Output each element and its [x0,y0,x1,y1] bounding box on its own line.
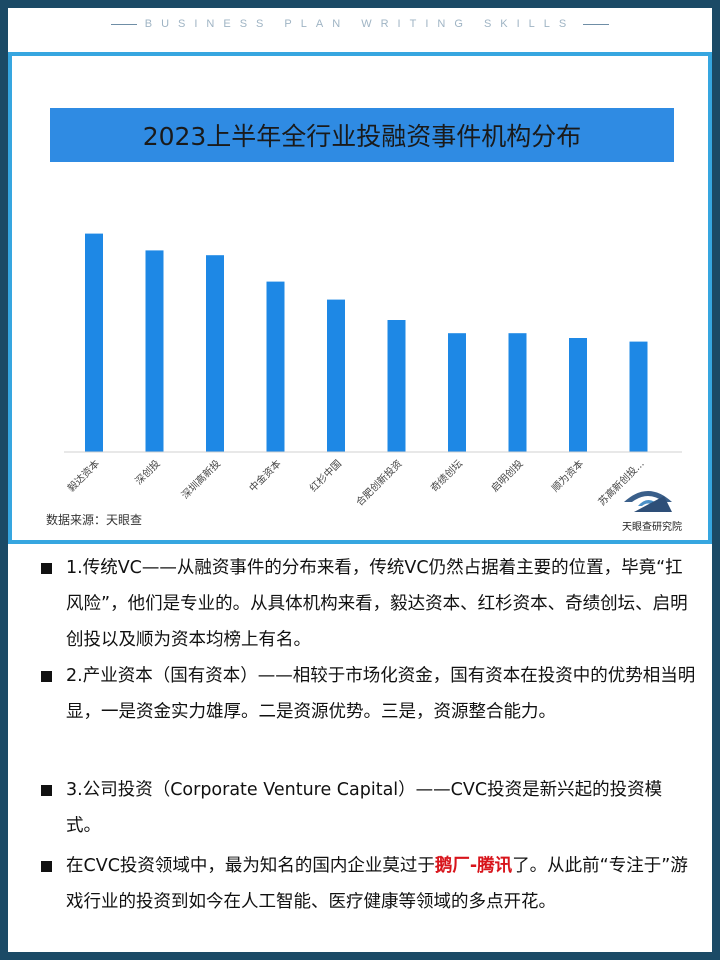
x-tick-label: 合肥创新投资 [353,457,405,509]
header-text: BUSINESS PLAN WRITING SKILLS [144,18,576,30]
bullet-text: 2.产业资本（国有资本）——相较于市场化资金，国有资本在投资中的优势相当明显，一… [66,666,696,722]
bullet-text-before: 在CVC投资领域中，最为知名的国内企业莫过于 [66,856,435,876]
x-tick-label: 苏高新创投... [595,457,646,508]
bullet-square-icon [41,563,52,574]
bullet-text: 1.传统VC——从融资事件的分布来看，传统VC仍然占据着主要的位置，毕竟“扛风险… [66,558,688,650]
header-line-left [110,23,137,25]
watermark-logo: 天眼查研究院 [622,491,682,533]
x-tick-label: 奇绩创坛 [428,457,465,494]
x-tick-label: 启明创投 [488,457,525,494]
bullet-text-after: 了。从此前“专注于”游戏行业的投资到如今在人工智能、医疗健康等领域的多点开花。 [66,856,688,912]
watermark-text: 天眼查研究院 [622,520,682,533]
bar-chart: 2023上半年全行业投融资事件机构分布 毅达资本 深创投 深圳高新投 中金资本 红杉中国… [46,108,682,533]
bar [327,299,345,452]
x-tick-label: 深圳高新投 [179,457,224,502]
header-line-right [583,23,610,25]
page-header: BUSINESS PLAN WRITING SKILLS [8,18,712,38]
chart-frame: 2023上半年全行业投融资事件机构分布 毅达资本 深创投 深圳高新投 中金资本 红杉中国… [8,52,712,544]
x-tick-label: 中金资本 [246,457,283,494]
bar [508,333,527,452]
bullet-text: 在CVC投资领域中，最为知名的国内企业莫过于鹅厂-腾讯了。从此前“专注于”游戏行… [66,848,696,920]
bar [206,255,224,452]
chart-title: 2023上半年全行业投融资事件机构分布 [143,122,582,151]
bar [629,341,648,452]
bar [569,338,587,452]
chart-title-bar [50,108,674,162]
bullet-square-icon [41,671,52,682]
bar [448,333,466,452]
page: BUSINESS PLAN WRITING SKILLS 2023上半年全行业投… [8,8,712,952]
chart-source: 数据来源：天眼查 [46,512,142,527]
x-tick-label: 顺为资本 [549,457,586,494]
bullet-text: 3.公司投资（Corporate Venture Capital）——CVC投资… [66,780,663,836]
bullet-highlight: 鹅厂-腾讯 [434,856,513,876]
bullet-square-icon [41,861,52,872]
x-tick-label: 红杉中国 [307,457,344,494]
bar [145,250,164,452]
x-tick-label: 毅达资本 [65,457,102,494]
bullet-square-icon [41,785,52,796]
x-tick-labels: 毅达资本 深创投 深圳高新投 中金资本 红杉中国 合肥创新投资 奇绩创坛 启明创投 顺为资本 苏高… [65,457,647,509]
x-tick-label: 深创投 [132,457,162,487]
bar [266,281,285,452]
bar [387,320,406,452]
bar [85,233,103,452]
logo-mountain [634,496,672,512]
bars-group [85,233,648,452]
